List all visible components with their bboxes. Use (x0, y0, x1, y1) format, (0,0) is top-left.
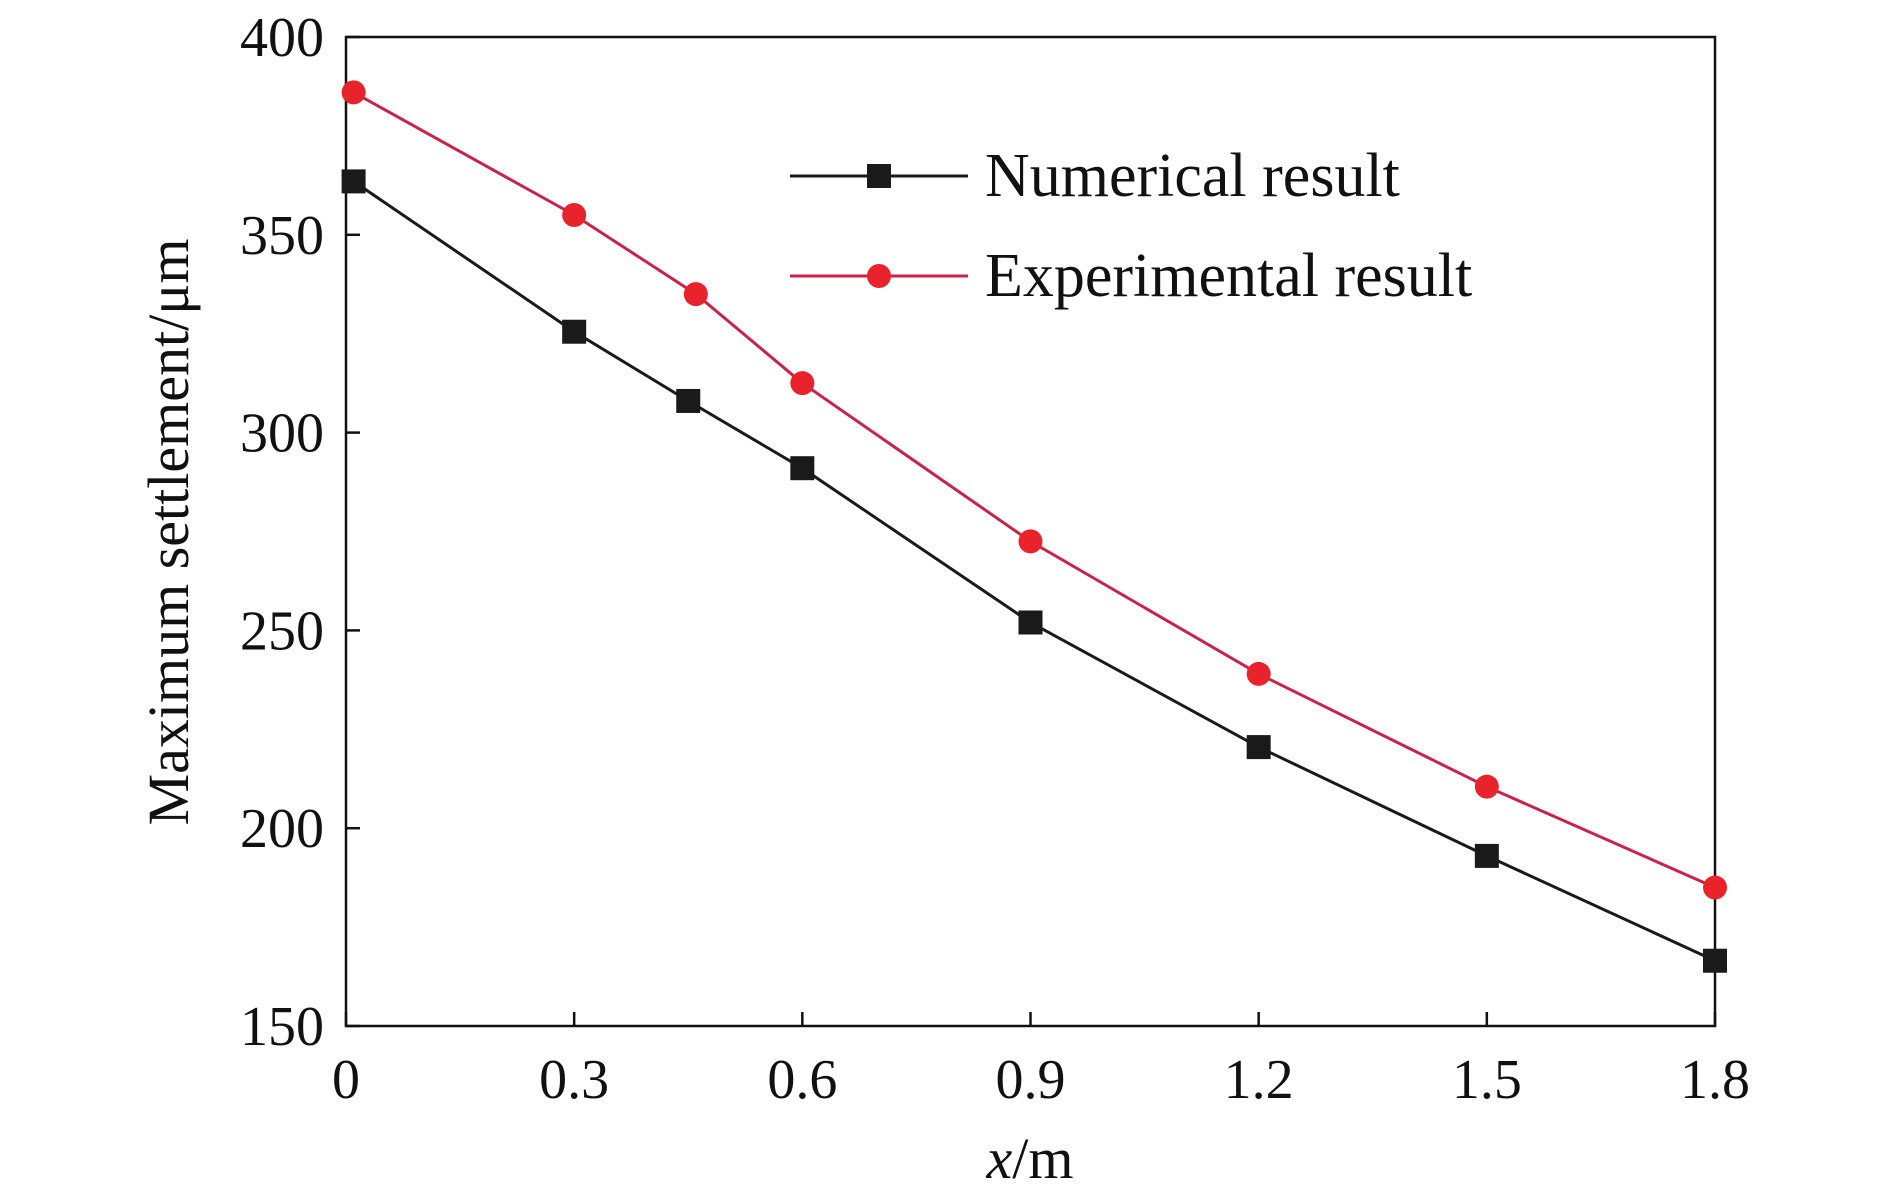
data-point-circle (1474, 774, 1499, 799)
y-tick-label: 250 (240, 600, 324, 662)
data-point-square (1474, 843, 1499, 868)
x-tick-label: 0.3 (539, 1049, 609, 1111)
data-point-square (1703, 948, 1727, 973)
legend-label-experimental: Experimental result (985, 242, 1472, 310)
data-point-circle (341, 80, 366, 105)
y-tick-label: 350 (240, 205, 324, 267)
data-point-circle (1246, 661, 1271, 686)
x-tick-label: 0.6 (767, 1049, 837, 1111)
series-experimental (341, 80, 1727, 900)
legend: Numerical result Experimental result (790, 142, 1472, 310)
series-line (352, 91, 1716, 889)
x-tick-label: 1.8 (1680, 1049, 1750, 1111)
x-tick-label: 0 (332, 1049, 360, 1111)
data-point-square (1018, 610, 1043, 635)
legend-marker-experimental (867, 264, 891, 288)
data-point-circle (562, 203, 587, 228)
x-axis-title-unit: /m (1012, 1126, 1073, 1191)
y-axis-title: Maximum settlement/μm (136, 239, 201, 826)
x-axis-ticks: 0 0.3 0.6 0.9 1.2 1.5 1.8 (332, 1012, 1750, 1111)
data-point-circle (1703, 875, 1727, 900)
y-tick-label: 300 (240, 403, 324, 465)
x-axis-title-variable: x (986, 1126, 1013, 1191)
data-point-circle (683, 282, 708, 307)
series-numerical (341, 169, 1727, 973)
y-axis-ticks: 150 200 250 300 350 400 (240, 7, 360, 1058)
y-tick-label: 150 (240, 996, 324, 1058)
legend-marker-numerical (867, 164, 891, 188)
data-point-square (790, 456, 815, 481)
x-tick-label: 1.2 (1224, 1049, 1294, 1111)
data-point-square (1246, 735, 1271, 760)
series-line (352, 180, 1716, 963)
y-tick-label: 400 (240, 7, 324, 69)
data-point-circle (790, 371, 815, 396)
x-tick-label: 1.5 (1452, 1049, 1522, 1111)
legend-label-numerical: Numerical result (985, 142, 1400, 210)
x-tick-label: 0.9 (996, 1049, 1066, 1111)
data-point-circle (1018, 529, 1043, 554)
series-layer (341, 80, 1727, 973)
data-point-square (676, 388, 701, 413)
data-point-square (562, 319, 587, 344)
x-axis-title: x/m (986, 1126, 1074, 1191)
y-tick-label: 200 (240, 798, 324, 860)
data-point-square (341, 169, 366, 194)
